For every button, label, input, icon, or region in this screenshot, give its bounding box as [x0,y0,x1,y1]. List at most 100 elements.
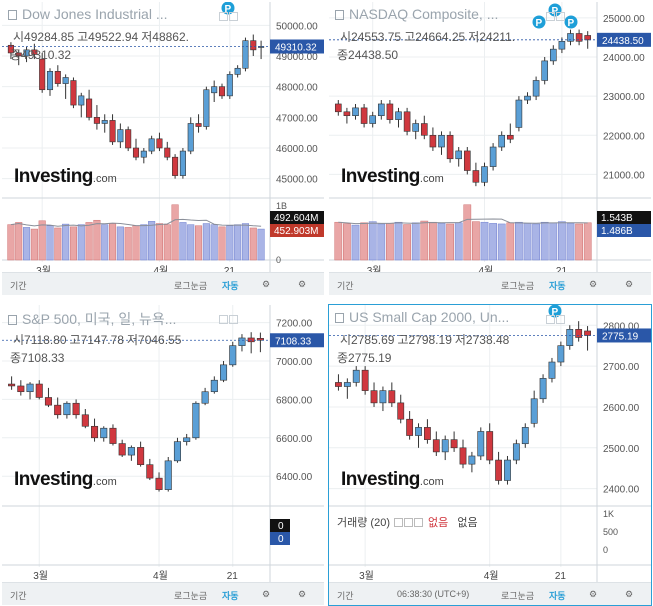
volume-bar [446,223,454,261]
ohlc-label: 시 [340,30,352,44]
candle-body [486,431,494,461]
settings-icon[interactable] [219,12,228,21]
gear-icon[interactable]: ⚙ [625,279,634,289]
clock-label: 06:38:30 (UTC+9) [397,589,470,599]
candle-body [218,86,226,97]
marker-dot [221,2,235,15]
price-tag-text: 2775.19 [602,331,639,342]
list-icon[interactable] [8,10,17,20]
price-tick-label: 23000.00 [603,92,645,103]
ohlc-value: 24438.50 [348,48,399,62]
volume-bar [116,226,124,261]
volume-bar [480,221,489,261]
log-scale-button[interactable]: 로그눈금 [174,591,208,601]
candle-body [335,382,342,387]
ohlc-readout: 시2785.69 고2798.19 저2738.48 종2775.19 [337,331,593,367]
period-button[interactable]: 기간 [10,591,27,601]
chart-canvas[interactable]: 25000.00 24000.00 23000.00 22000.00 21000.00… [329,2,651,273]
close-icon[interactable] [229,315,238,324]
candle-body [39,58,46,91]
chart-canvas[interactable]: 50000.00 49000.00 48000.00 47000.00 46000.00… [2,2,324,273]
candle-body [343,111,351,117]
auto-scale-button[interactable]: 자동 [222,281,239,291]
volume-bar [187,224,195,261]
gear-icon[interactable]: ⚙ [298,279,307,289]
chart-canvas[interactable]: 2800.00 2700.00 2600.00 2500.00 2400.00 2775.… [329,305,651,583]
volume-bar [62,223,70,261]
settings-icon[interactable] [546,12,555,21]
period-button[interactable]: 기간 [337,281,354,291]
ohlc-label: 종 [10,48,22,62]
chart-title[interactable]: S&P 500, 미국, 일, 뉴욕... [8,309,216,329]
settings-icon[interactable] [546,315,555,324]
gear-icon[interactable]: ⚙ [589,279,598,289]
investing-logo: Investing.com [341,166,444,187]
volume-bar [463,204,472,261]
auto-scale-button[interactable]: 자동 [549,591,566,601]
chart-panel-dow[interactable]: 50000.00 49000.00 48000.00 47000.00 46000.00… [2,2,324,295]
gear-icon[interactable]: ⚙ [625,589,634,599]
title-buttons [545,8,565,26]
chart-canvas[interactable]: 7200.00 7000.00 6800.00 6600.00 6400.00 7108.… [2,305,324,583]
investing-logo: Investing.com [14,469,117,490]
candle-body [446,134,454,160]
close-icon[interactable] [229,12,238,21]
volume-bar [429,221,437,261]
auto-scale-button[interactable]: 자동 [549,281,566,291]
gear-icon[interactable]: ⚙ [262,279,271,289]
price-tick-label: 2400.00 [603,485,640,496]
close-icon[interactable] [413,518,423,527]
price-tick-label: 50000.00 [276,21,318,32]
candle-body [515,99,523,128]
close-icon[interactable] [556,315,565,324]
candle-body [395,111,402,120]
logo-suffix: .com [419,476,444,488]
log-scale-button[interactable]: 로그눈금 [501,591,535,601]
chart-panel-nasdaq[interactable]: 25000.00 24000.00 23000.00 22000.00 21000.00… [329,2,651,295]
chart-footer: 기간 로그눈금 자동 ⚙ ⚙ [2,272,324,295]
visibility-icon[interactable] [393,518,403,527]
volume-bar [85,222,93,261]
candle-body [86,98,93,118]
close-icon[interactable] [556,12,565,21]
log-scale-button[interactable]: 로그눈금 [174,281,208,291]
candle-body [530,398,538,424]
candle-body [234,67,241,75]
chart-title[interactable]: US Small Cap 2000, Un... [335,309,543,325]
volume-legend-name: 거래량 (20) [337,517,390,529]
ohlc-value: 7147.78 [80,333,124,347]
list-icon[interactable] [335,10,344,20]
volume-bar [523,223,532,261]
marker-dot [548,3,562,17]
chart-title[interactable]: Dow Jones Industrial ... [8,6,216,22]
gear-icon[interactable]: ⚙ [589,589,598,599]
ohlc-label: 저 [468,30,480,44]
candle-body [173,441,181,462]
ohlc-label: 고 [69,333,81,347]
list-icon[interactable] [8,315,17,325]
candle-body [498,134,506,148]
settings-icon[interactable] [219,315,228,324]
period-button[interactable]: 기간 [10,281,27,291]
ohlc-value: 7046.55 [138,333,182,347]
volume-bar [132,225,140,261]
chart-title[interactable]: NASDAQ Composite, ... [335,6,543,22]
volume-tick-label: 1B [276,201,287,211]
list-icon[interactable] [335,313,344,323]
event-marker-p: P [221,2,235,15]
volume-bar [497,223,506,261]
log-scale-button[interactable]: 로그눈금 [501,281,535,291]
candle-body [415,427,422,436]
candle-body [334,103,342,113]
period-button[interactable]: 기간 [337,591,354,601]
settings-icon[interactable] [403,518,413,527]
chart-title-text: US Small Cap 2000, Un... [349,309,510,325]
auto-scale-button[interactable]: 자동 [222,591,239,601]
chart-panel-sp500[interactable]: 7200.00 7000.00 6800.00 6600.00 6400.00 7108.… [2,305,324,605]
candle-body [369,115,377,124]
title-buttons [218,311,238,329]
gear-icon[interactable]: ⚙ [298,589,307,599]
chart-panel-smallcap[interactable]: 2800.00 2700.00 2600.00 2500.00 2400.00 2775.… [328,304,652,606]
gear-icon[interactable]: ⚙ [262,589,271,599]
volume-bar [171,204,179,261]
